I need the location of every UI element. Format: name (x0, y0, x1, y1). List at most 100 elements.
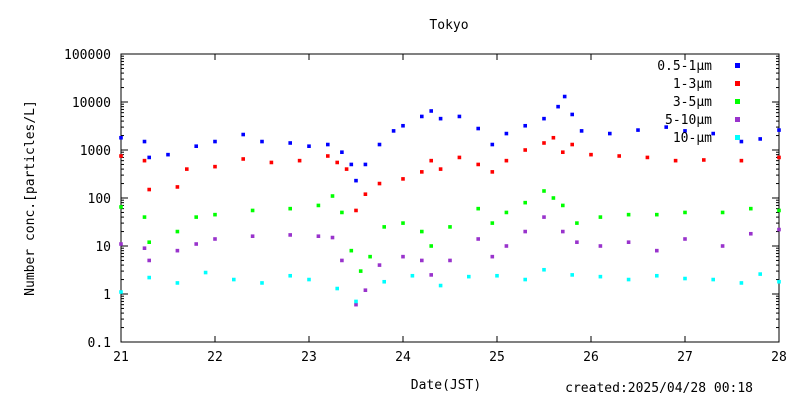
data-point (758, 137, 762, 141)
data-point (194, 242, 198, 246)
data-point (542, 267, 546, 272)
data-point (570, 273, 574, 277)
data-point (213, 237, 217, 241)
data-point (307, 277, 311, 282)
data-point (490, 142, 495, 147)
data-point (561, 150, 565, 154)
data-point (307, 144, 311, 148)
data-point (297, 158, 302, 163)
data-point (523, 229, 527, 234)
x-tick-label: 21 (113, 350, 129, 365)
data-point (232, 277, 236, 282)
data-point (476, 206, 480, 211)
data-point (354, 299, 358, 304)
data-point (250, 234, 255, 239)
data-point (655, 248, 659, 253)
x-tick-label: 22 (207, 350, 223, 365)
data-point (142, 139, 147, 144)
data-point (250, 208, 255, 213)
data-point (589, 152, 593, 157)
data-point (570, 112, 574, 117)
data-point (495, 273, 499, 278)
data-point (213, 139, 217, 144)
data-point (476, 237, 480, 241)
data-point (438, 283, 443, 288)
data-point (575, 221, 579, 225)
data-point (363, 192, 368, 196)
data-point (476, 126, 480, 131)
data-point (175, 185, 180, 189)
data-point (758, 272, 762, 276)
data-point (448, 258, 452, 263)
data-point (562, 94, 567, 99)
data-point (523, 123, 527, 128)
data-point (260, 139, 264, 144)
data-point (720, 210, 725, 215)
data-point (119, 135, 123, 140)
x-tick-label: 26 (583, 350, 599, 365)
data-point (377, 181, 382, 186)
data-point (504, 158, 509, 163)
data-point (142, 246, 147, 250)
data-point (241, 132, 245, 137)
data-point (288, 273, 292, 278)
data-point (561, 229, 565, 234)
data-point (335, 160, 339, 165)
data-point (340, 258, 344, 263)
legend-label: 0.5-1μm (657, 59, 712, 74)
data-point (175, 229, 180, 234)
data-point (340, 210, 344, 215)
data-point (401, 177, 405, 181)
data-point (340, 150, 344, 154)
x-tick-label: 23 (301, 350, 317, 365)
data-point (410, 273, 415, 278)
data-point (288, 206, 292, 211)
data-point (420, 114, 424, 119)
data-point (175, 248, 180, 253)
axis-ticks: 21 22 23 24 25 26 27 28 0.1 1 10 100 1000 10000 100000 (64, 48, 787, 365)
data-point (429, 244, 433, 248)
data-point (739, 139, 744, 144)
legend-label: 1-3μm (673, 77, 712, 92)
data-point (344, 167, 349, 171)
data-point (448, 225, 452, 229)
data-point (147, 258, 151, 263)
legend-label: 3-5μm (673, 95, 712, 110)
data-point (490, 221, 495, 225)
data-point (119, 205, 123, 209)
data-point (391, 129, 396, 133)
data-point (119, 154, 123, 158)
data-point (739, 158, 744, 163)
data-point (382, 225, 386, 229)
data-point (142, 158, 147, 163)
data-point (655, 212, 659, 217)
data-point (626, 277, 631, 282)
series-4 (119, 215, 781, 307)
y-tick-label: 10 (95, 240, 111, 255)
legend-label: 5-10μm (665, 113, 712, 128)
data-point (420, 170, 424, 174)
data-point (368, 254, 372, 259)
data-point (316, 234, 321, 239)
data-point (570, 142, 574, 147)
x-axis-label: Date(JST) (411, 378, 481, 393)
data-point (326, 154, 330, 158)
data-point (363, 162, 368, 167)
data-point (194, 215, 198, 219)
data-point (777, 279, 781, 284)
data-point (401, 254, 405, 259)
data-point (598, 215, 603, 219)
data-point (523, 277, 527, 282)
data-point (213, 164, 217, 169)
data-point (354, 208, 358, 213)
data-point (523, 148, 527, 152)
created-timestamp: created:2025/04/28 00:18 (565, 381, 753, 396)
data-point (777, 155, 781, 160)
data-point (702, 158, 706, 162)
data-point (490, 254, 495, 259)
data-point (326, 142, 330, 147)
data-point (349, 248, 354, 253)
legend-marker (735, 99, 740, 104)
data-point (542, 116, 546, 121)
